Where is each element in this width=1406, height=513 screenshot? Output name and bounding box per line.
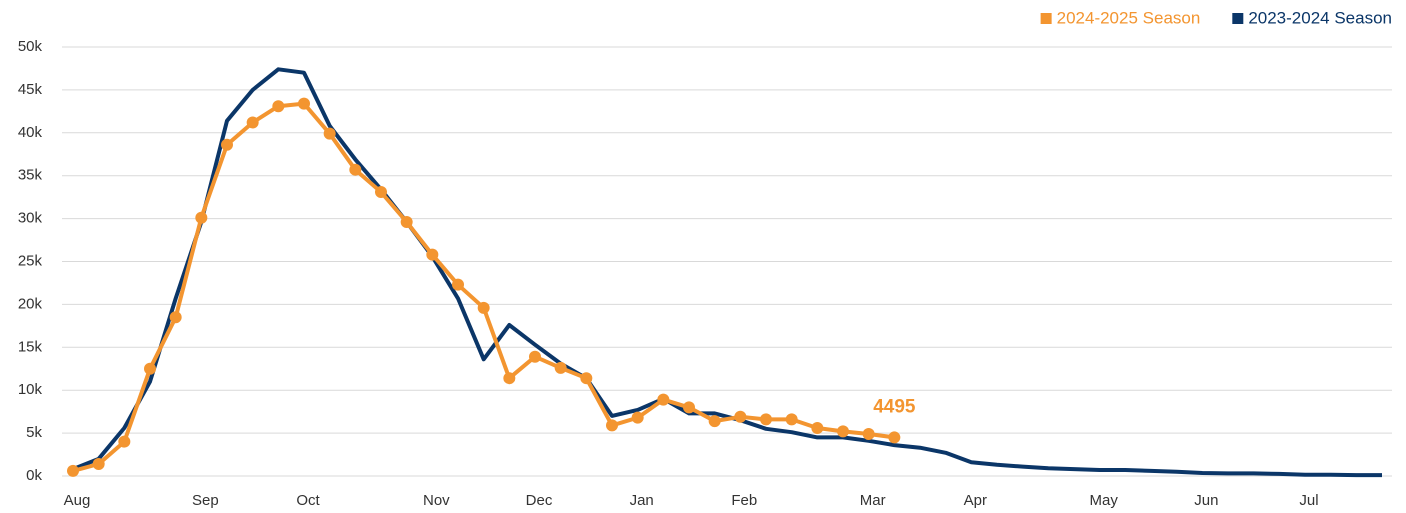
data-point <box>92 457 105 470</box>
y-tick-label: 40k <box>18 124 43 141</box>
x-tick-label: Dec <box>526 492 553 509</box>
data-point <box>452 278 464 291</box>
x-tick-label: Jul <box>1299 492 1318 509</box>
data-point <box>426 248 439 261</box>
x-tick-label: Mar <box>860 492 886 509</box>
y-tick-label: 30k <box>18 210 43 227</box>
data-point <box>708 415 721 428</box>
data-point <box>554 361 567 374</box>
data-point <box>323 127 336 140</box>
legend-label: 2023-2024 Season <box>1248 8 1392 27</box>
data-point <box>631 411 644 424</box>
y-tick-label: 25k <box>18 252 43 269</box>
y-tick-label: 0k <box>26 467 42 484</box>
x-tick-label: Feb <box>731 492 757 509</box>
data-point <box>837 425 849 438</box>
y-tick-label: 50k <box>18 38 43 55</box>
x-tick-label: May <box>1089 492 1118 509</box>
data-point <box>683 401 695 414</box>
data-point <box>195 211 208 224</box>
y-tick-label: 45k <box>18 81 43 98</box>
data-label: 4495 <box>873 396 916 417</box>
y-tick-label: 10k <box>18 381 43 398</box>
data-point <box>169 311 182 324</box>
data-point <box>118 435 131 448</box>
y-tick-label: 20k <box>18 295 43 312</box>
x-tick-label: Nov <box>423 492 450 509</box>
data-point <box>811 421 824 434</box>
data-point <box>400 216 413 229</box>
x-tick-label: Oct <box>296 492 320 509</box>
legend-label: 2024-2025 Season <box>1057 8 1201 27</box>
data-point <box>888 431 901 444</box>
x-tick-label: Apr <box>964 492 987 509</box>
x-tick-label: Sep <box>192 492 219 509</box>
series-line <box>72 67 1382 478</box>
data-point <box>221 138 233 151</box>
data-point <box>477 301 490 314</box>
data-point <box>657 393 670 406</box>
data-point <box>246 116 259 129</box>
data-point <box>272 100 285 113</box>
data-point <box>349 163 362 176</box>
data-point <box>734 410 747 423</box>
y-tick-label: 15k <box>18 338 43 355</box>
data-point <box>298 97 310 110</box>
data-point <box>375 186 387 199</box>
data-point <box>144 362 156 375</box>
x-tick-label: Jun <box>1194 492 1218 509</box>
data-point <box>580 372 593 385</box>
series-line <box>72 101 895 473</box>
y-tick-label: 5k <box>26 424 42 441</box>
data-point <box>606 419 618 432</box>
data-point <box>67 464 79 477</box>
x-tick-label: Aug <box>64 492 91 509</box>
x-tick-label: Jan <box>630 492 654 509</box>
data-point <box>529 350 541 363</box>
data-point <box>760 413 772 426</box>
legend-swatch <box>1232 13 1244 24</box>
legend-swatch <box>1040 13 1052 24</box>
data-point <box>503 372 516 385</box>
y-tick-label: 35k <box>18 167 43 184</box>
data-point <box>862 427 875 440</box>
data-point <box>785 413 798 426</box>
